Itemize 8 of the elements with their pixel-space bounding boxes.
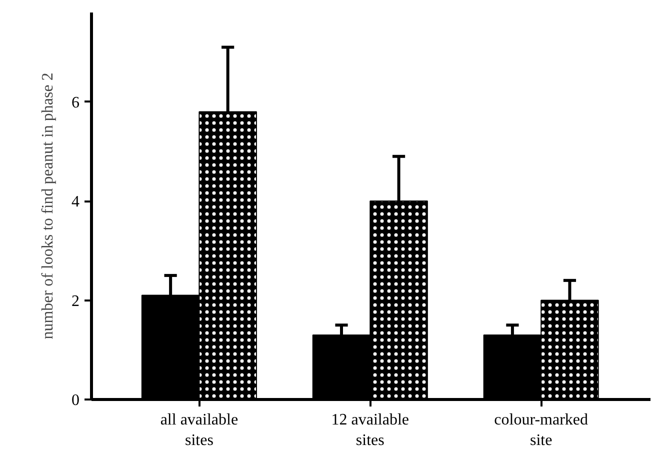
x-tick-label: colour-marked site bbox=[494, 412, 588, 449]
y-tick-label: 4 bbox=[72, 194, 80, 211]
y-tick-label: 0 bbox=[72, 392, 80, 409]
y-axis-title: number of looks to find peanut in phase 2 bbox=[40, 72, 56, 340]
y-tick-label: 2 bbox=[72, 292, 80, 310]
x-tick-label: all available sites bbox=[160, 412, 238, 449]
x-tick-label: 12 available sites bbox=[331, 412, 410, 449]
y-tick-label: 6 bbox=[72, 94, 80, 112]
